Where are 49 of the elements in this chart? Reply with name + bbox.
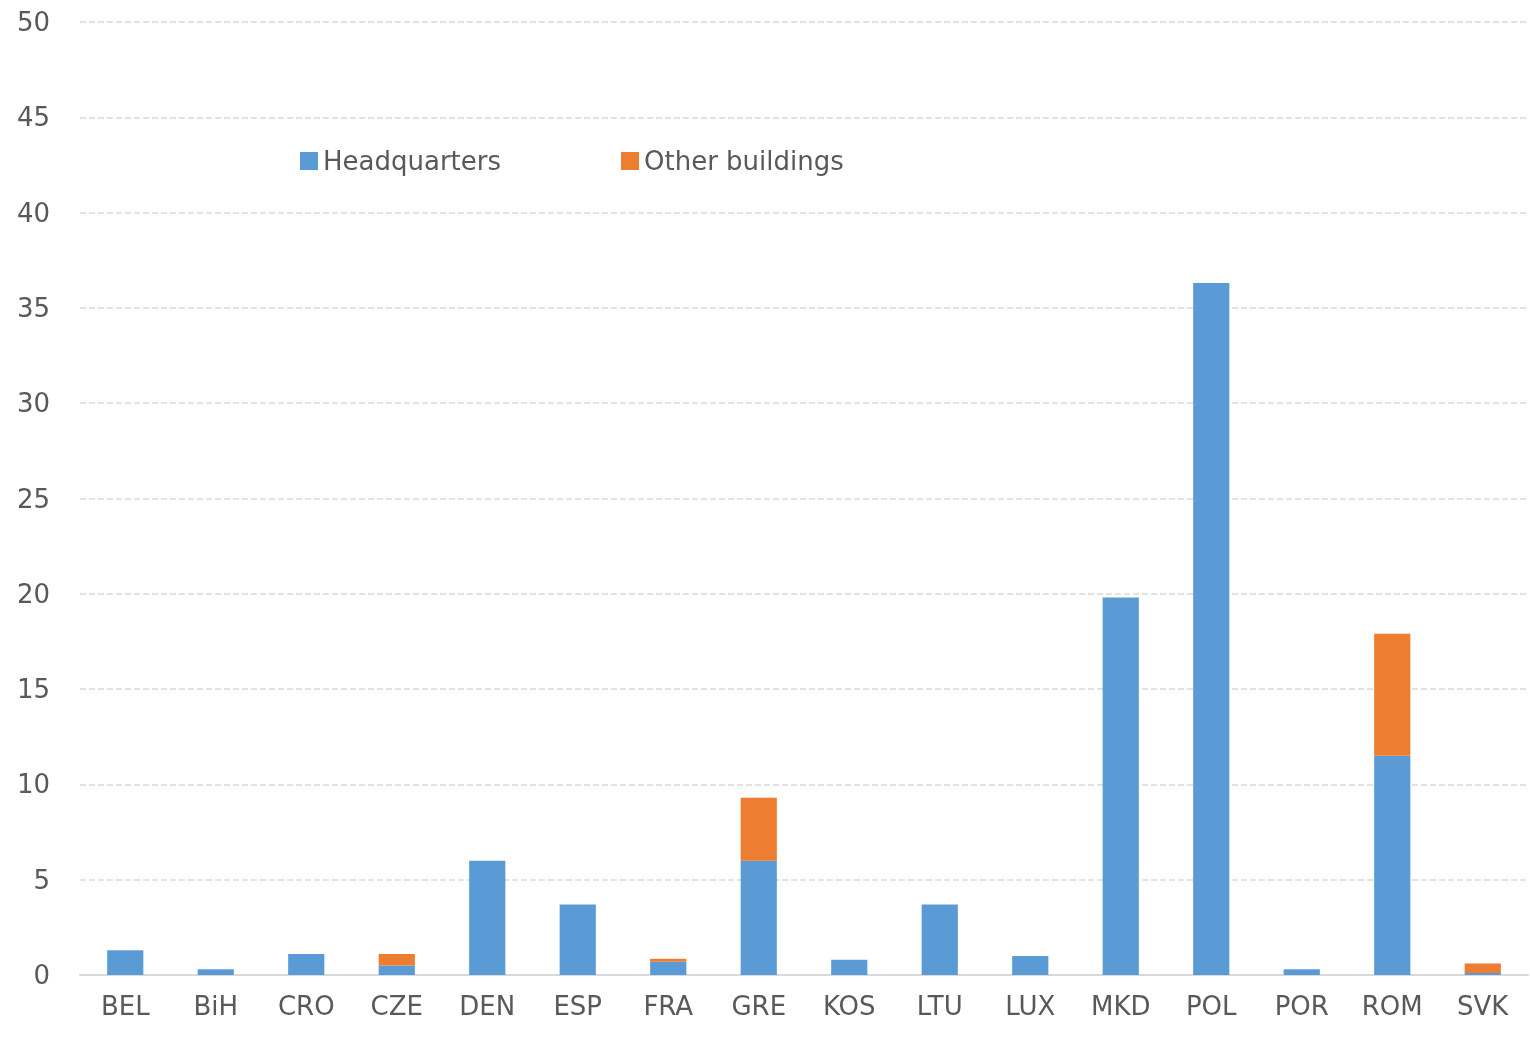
bar	[1374, 755, 1411, 975]
bar	[469, 860, 506, 975]
bar	[197, 969, 234, 975]
x-tick-label: GRE	[731, 991, 787, 1021]
x-tick-label: POL	[1185, 991, 1238, 1021]
y-tick-label: 40	[16, 197, 50, 228]
bar	[740, 797, 777, 861]
bar	[559, 904, 596, 975]
bar	[650, 958, 687, 962]
bar	[378, 954, 415, 966]
x-tick-label: BEL	[100, 991, 151, 1021]
x-tick-label: BiH	[193, 991, 239, 1021]
y-tick-label: 45	[16, 102, 50, 133]
x-tick-label: POR	[1274, 991, 1329, 1021]
x-tick-label: MKD	[1090, 991, 1151, 1021]
x-tick-label: LUX	[1005, 991, 1056, 1021]
x-tick-label: ESP	[553, 991, 603, 1021]
y-tick-label: 5	[33, 864, 50, 895]
bar	[1283, 969, 1320, 975]
y-tick-label: 15	[16, 674, 50, 705]
x-tick-label: ROM	[1361, 991, 1423, 1021]
bar	[1374, 633, 1411, 756]
bar	[831, 959, 868, 975]
x-tick-label: SVK	[1457, 991, 1510, 1021]
bar	[288, 954, 325, 975]
bar	[107, 950, 144, 975]
bar	[740, 860, 777, 975]
x-tick-label: CRO	[277, 991, 335, 1021]
legend-label: Other buildings	[644, 146, 844, 176]
y-tick-label: 20	[16, 578, 50, 609]
bar	[921, 904, 958, 975]
y-tick-label: 30	[16, 388, 50, 419]
bar	[1012, 955, 1049, 975]
x-tick-label: KOS	[822, 991, 876, 1021]
bar	[650, 961, 687, 975]
x-tick-label: CZE	[370, 991, 423, 1021]
y-tick-label: 35	[16, 292, 50, 323]
x-tick-label: LTU	[916, 991, 963, 1021]
bar	[1102, 597, 1139, 975]
bar	[1464, 963, 1501, 974]
y-tick-label: 0	[33, 960, 50, 990]
x-tick-label: FRA	[643, 991, 694, 1021]
legend-label: Headquarters	[323, 146, 502, 176]
y-tick-label: 25	[16, 483, 50, 514]
bar	[378, 965, 415, 975]
y-tick-label: 50	[16, 7, 50, 37]
x-tick-label: DEN	[459, 991, 516, 1021]
y-tick-label: 10	[16, 769, 50, 800]
bar	[1193, 283, 1230, 975]
